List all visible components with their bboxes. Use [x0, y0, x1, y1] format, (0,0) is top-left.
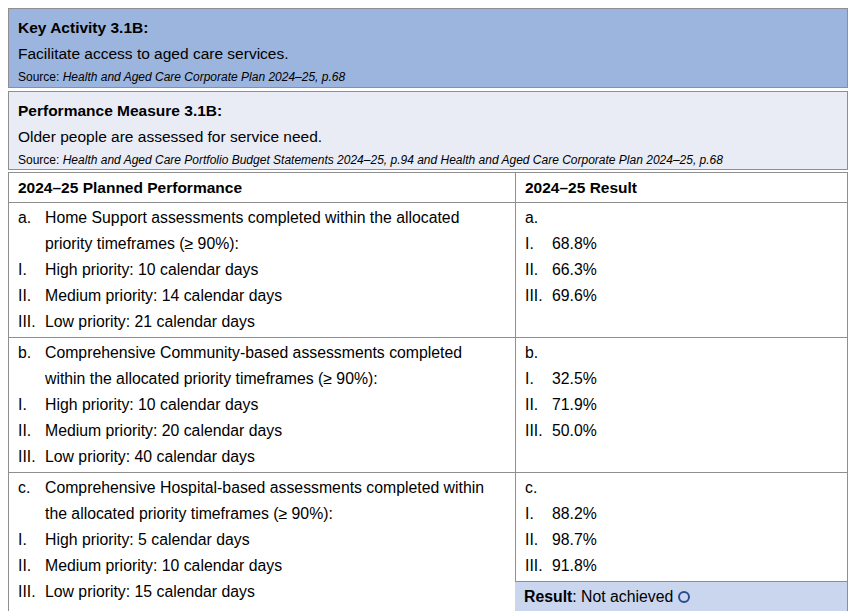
- result-value: 68.8%: [552, 231, 837, 257]
- result-cell-a: a. I.68.8% II.66.3% III.69.6%: [515, 203, 847, 337]
- list-label: b.: [18, 340, 45, 392]
- table-row: c.Comprehensive Hospital-based assessmen…: [9, 473, 847, 611]
- planned-text: Comprehensive Hospital-based assessments…: [45, 475, 505, 527]
- list-label: II.: [18, 418, 45, 444]
- result-value: 66.3%: [552, 257, 837, 283]
- list-label: c.: [525, 475, 552, 501]
- performance-measure-description: Older people are assessed for service ne…: [18, 124, 837, 150]
- list-label: a.: [18, 205, 45, 257]
- list-label: II.: [525, 257, 552, 283]
- key-activity-description: Facilitate access to aged care services.: [18, 41, 837, 67]
- source-citation: Health and Aged Care Portfolio Budget St…: [63, 153, 723, 167]
- list-label: I.: [18, 257, 45, 283]
- result-status-text: Not achieved: [581, 588, 673, 605]
- planned-cell-c: c.Comprehensive Hospital-based assessmen…: [9, 473, 515, 611]
- planned-text: Comprehensive Community-based assessment…: [45, 340, 505, 392]
- planned-text: Home Support assessments completed withi…: [45, 205, 505, 257]
- planned-item: High priority: 5 calendar days: [45, 527, 505, 553]
- list-label: III.: [525, 553, 552, 579]
- planned-item: Low priority: 40 calendar days: [45, 444, 505, 470]
- result-value: 50.0%: [552, 418, 837, 444]
- table-row: b.Comprehensive Community-based assessme…: [9, 338, 847, 473]
- planned-item: Low priority: 21 calendar days: [45, 309, 505, 335]
- column-header-planned: 2024–25 Planned Performance: [9, 173, 515, 202]
- table-header-row: 2024–25 Planned Performance 2024–25 Resu…: [9, 173, 847, 203]
- list-label: III.: [525, 283, 552, 309]
- report-page: Key Activity 3.1B: Facilitate access to …: [0, 0, 855, 611]
- result-value: 91.8%: [552, 553, 837, 579]
- list-label: II.: [525, 392, 552, 418]
- list-label: II.: [18, 553, 45, 579]
- result-value: 32.5%: [552, 366, 837, 392]
- result-value: 88.2%: [552, 501, 837, 527]
- performance-measure-source: Source: Health and Aged Care Portfolio B…: [18, 150, 837, 170]
- list-label: III.: [18, 309, 45, 335]
- planned-item: Medium priority: 10 calendar days: [45, 553, 505, 579]
- planned-item: High priority: 10 calendar days: [45, 257, 505, 283]
- planned-item: Medium priority: 20 calendar days: [45, 418, 505, 444]
- source-label: Source:: [18, 153, 63, 167]
- list-label: I.: [18, 527, 45, 553]
- planned-cell-a: a.Home Support assessments completed wit…: [9, 203, 515, 337]
- source-citation: Health and Aged Care Corporate Plan 2024…: [63, 70, 345, 84]
- not-achieved-circle-icon: [678, 591, 690, 603]
- result-value: 98.7%: [552, 527, 837, 553]
- list-label: II.: [525, 527, 552, 553]
- key-activity-title: Key Activity 3.1B:: [18, 15, 837, 41]
- planned-cell-b: b.Comprehensive Community-based assessme…: [9, 338, 515, 472]
- result-label: Result: [524, 588, 572, 605]
- list-label: I.: [525, 231, 552, 257]
- overall-result-row: Result: Not achieved: [515, 581, 847, 611]
- performance-measure-section: Performance Measure 3.1B: Older people a…: [8, 91, 848, 170]
- list-label: II.: [18, 283, 45, 309]
- list-label: III.: [18, 444, 45, 470]
- source-label: Source:: [18, 70, 63, 84]
- list-label: a.: [525, 205, 552, 231]
- list-label: b.: [525, 340, 552, 366]
- list-label: III.: [525, 418, 552, 444]
- list-label: I.: [525, 366, 552, 392]
- planned-item: Medium priority: 14 calendar days: [45, 283, 505, 309]
- performance-table: 2024–25 Planned Performance 2024–25 Resu…: [8, 172, 848, 611]
- key-activity-source: Source: Health and Aged Care Corporate P…: [18, 67, 837, 87]
- result-value: 69.6%: [552, 283, 837, 309]
- list-label: c.: [18, 475, 45, 527]
- result-separator: :: [572, 588, 581, 605]
- result-cell-c: c. I.88.2% II.98.7% III.91.8%: [515, 473, 847, 581]
- planned-item: Low priority: 15 calendar days: [45, 579, 505, 605]
- list-label: I.: [525, 501, 552, 527]
- list-label: III.: [18, 579, 45, 605]
- key-activity-section: Key Activity 3.1B: Facilitate access to …: [8, 8, 848, 88]
- list-label: I.: [18, 392, 45, 418]
- column-header-result: 2024–25 Result: [515, 173, 847, 202]
- planned-item: High priority: 10 calendar days: [45, 392, 505, 418]
- table-row: a.Home Support assessments completed wit…: [9, 203, 847, 338]
- result-cell-b: b. I.32.5% II.71.9% III.50.0%: [515, 338, 847, 472]
- result-value: 71.9%: [552, 392, 837, 418]
- performance-measure-title: Performance Measure 3.1B:: [18, 98, 837, 124]
